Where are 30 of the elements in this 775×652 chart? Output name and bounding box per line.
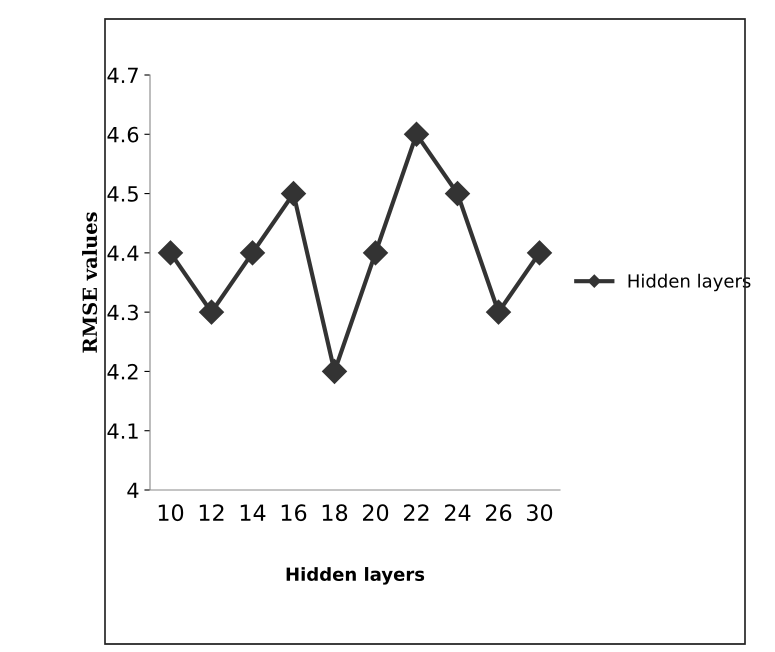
y-tick-label: 4.3 <box>107 304 138 320</box>
x-tick-label: 10 <box>158 504 184 522</box>
point <box>404 122 429 147</box>
point <box>486 300 511 325</box>
x-tick-label: 18 <box>322 504 348 522</box>
point <box>158 240 183 266</box>
x-tick-label: 12 <box>200 504 224 521</box>
point <box>199 300 224 325</box>
x-tick-label: 14 <box>240 504 266 521</box>
x-tick-label: 30 <box>527 504 552 522</box>
point <box>527 240 552 266</box>
point <box>240 240 265 266</box>
x-tick-label: 22 <box>404 504 428 521</box>
y-tick-label: 4.6 <box>107 126 138 142</box>
point <box>363 240 388 266</box>
y-tick-label: 4.4 <box>107 246 138 261</box>
y-tick-label: 4.2 <box>107 364 138 380</box>
y-tick-label: 4.5 <box>107 186 138 202</box>
x-tick-label: 20 <box>362 504 388 522</box>
y-tick-label: 4.7 <box>107 68 138 83</box>
point <box>445 181 470 206</box>
x-tick-label: 26 <box>486 504 512 522</box>
y-tick-label: 4.1 <box>107 423 138 439</box>
y-tick-label: 4 <box>127 482 138 498</box>
x-tick-label: 16 <box>282 504 306 522</box>
point <box>281 181 306 206</box>
point <box>322 358 347 384</box>
y-axis-title: RMSE values <box>82 212 98 353</box>
x-tick-label: 24 <box>444 504 470 521</box>
x-axis-title: Hidden layers <box>286 567 424 585</box>
